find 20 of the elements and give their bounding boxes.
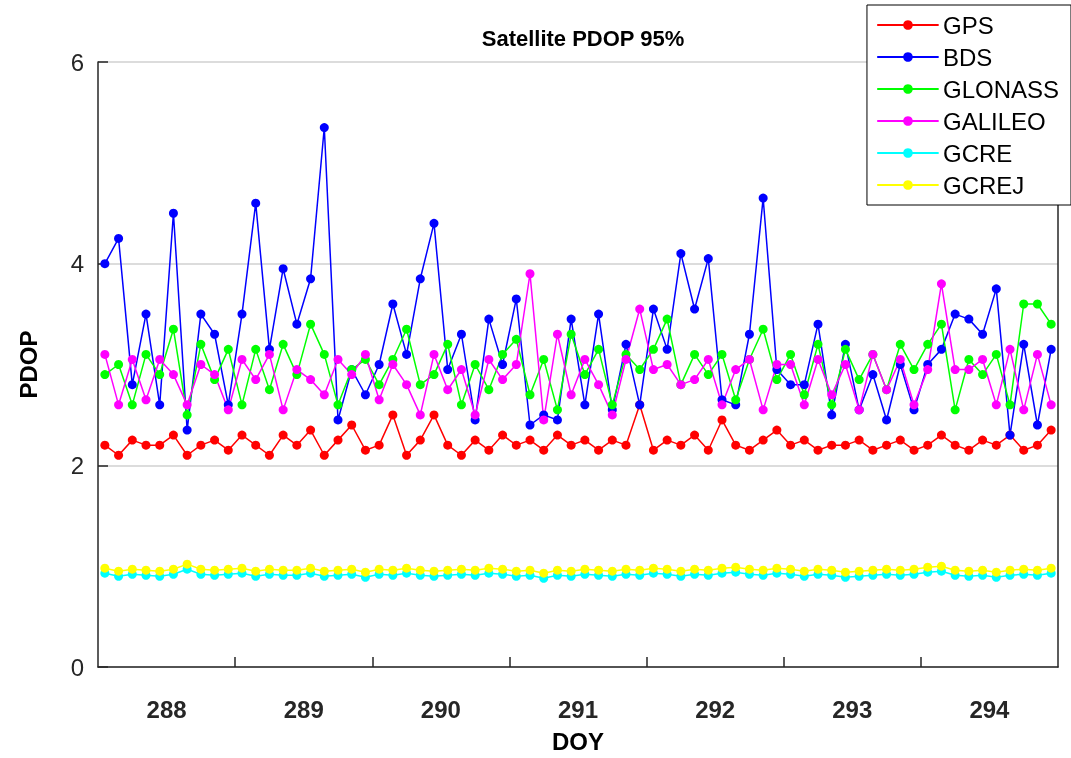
y-tick-label: 0	[70, 653, 84, 681]
x-tick-label: 290	[420, 695, 461, 723]
legend-label: BDS	[942, 43, 993, 71]
legend-label: GCREJ	[942, 171, 1025, 199]
y-axis-title: PDOP	[14, 330, 42, 399]
legend-label: GCRE	[942, 139, 1013, 167]
y-tick-label: 4	[70, 250, 84, 278]
x-tick-label: 294	[969, 695, 1011, 723]
y-tick-label: 6	[70, 48, 84, 76]
x-tick-label: 288	[146, 695, 187, 723]
y-tick-label: 2	[70, 451, 84, 479]
legend-label: GALILEO	[942, 107, 1046, 135]
x-tick-label: 289	[283, 695, 324, 723]
x-tick-label: 292	[695, 695, 736, 723]
x-tick-label: 291	[557, 695, 599, 723]
x-tick-label: 293	[832, 695, 873, 723]
legend-label: GPS	[942, 11, 994, 39]
chart-title: Satellite PDOP 95%	[481, 25, 685, 51]
legend-label: GLONASS	[942, 75, 1060, 103]
x-axis-title: DOY	[551, 727, 605, 755]
